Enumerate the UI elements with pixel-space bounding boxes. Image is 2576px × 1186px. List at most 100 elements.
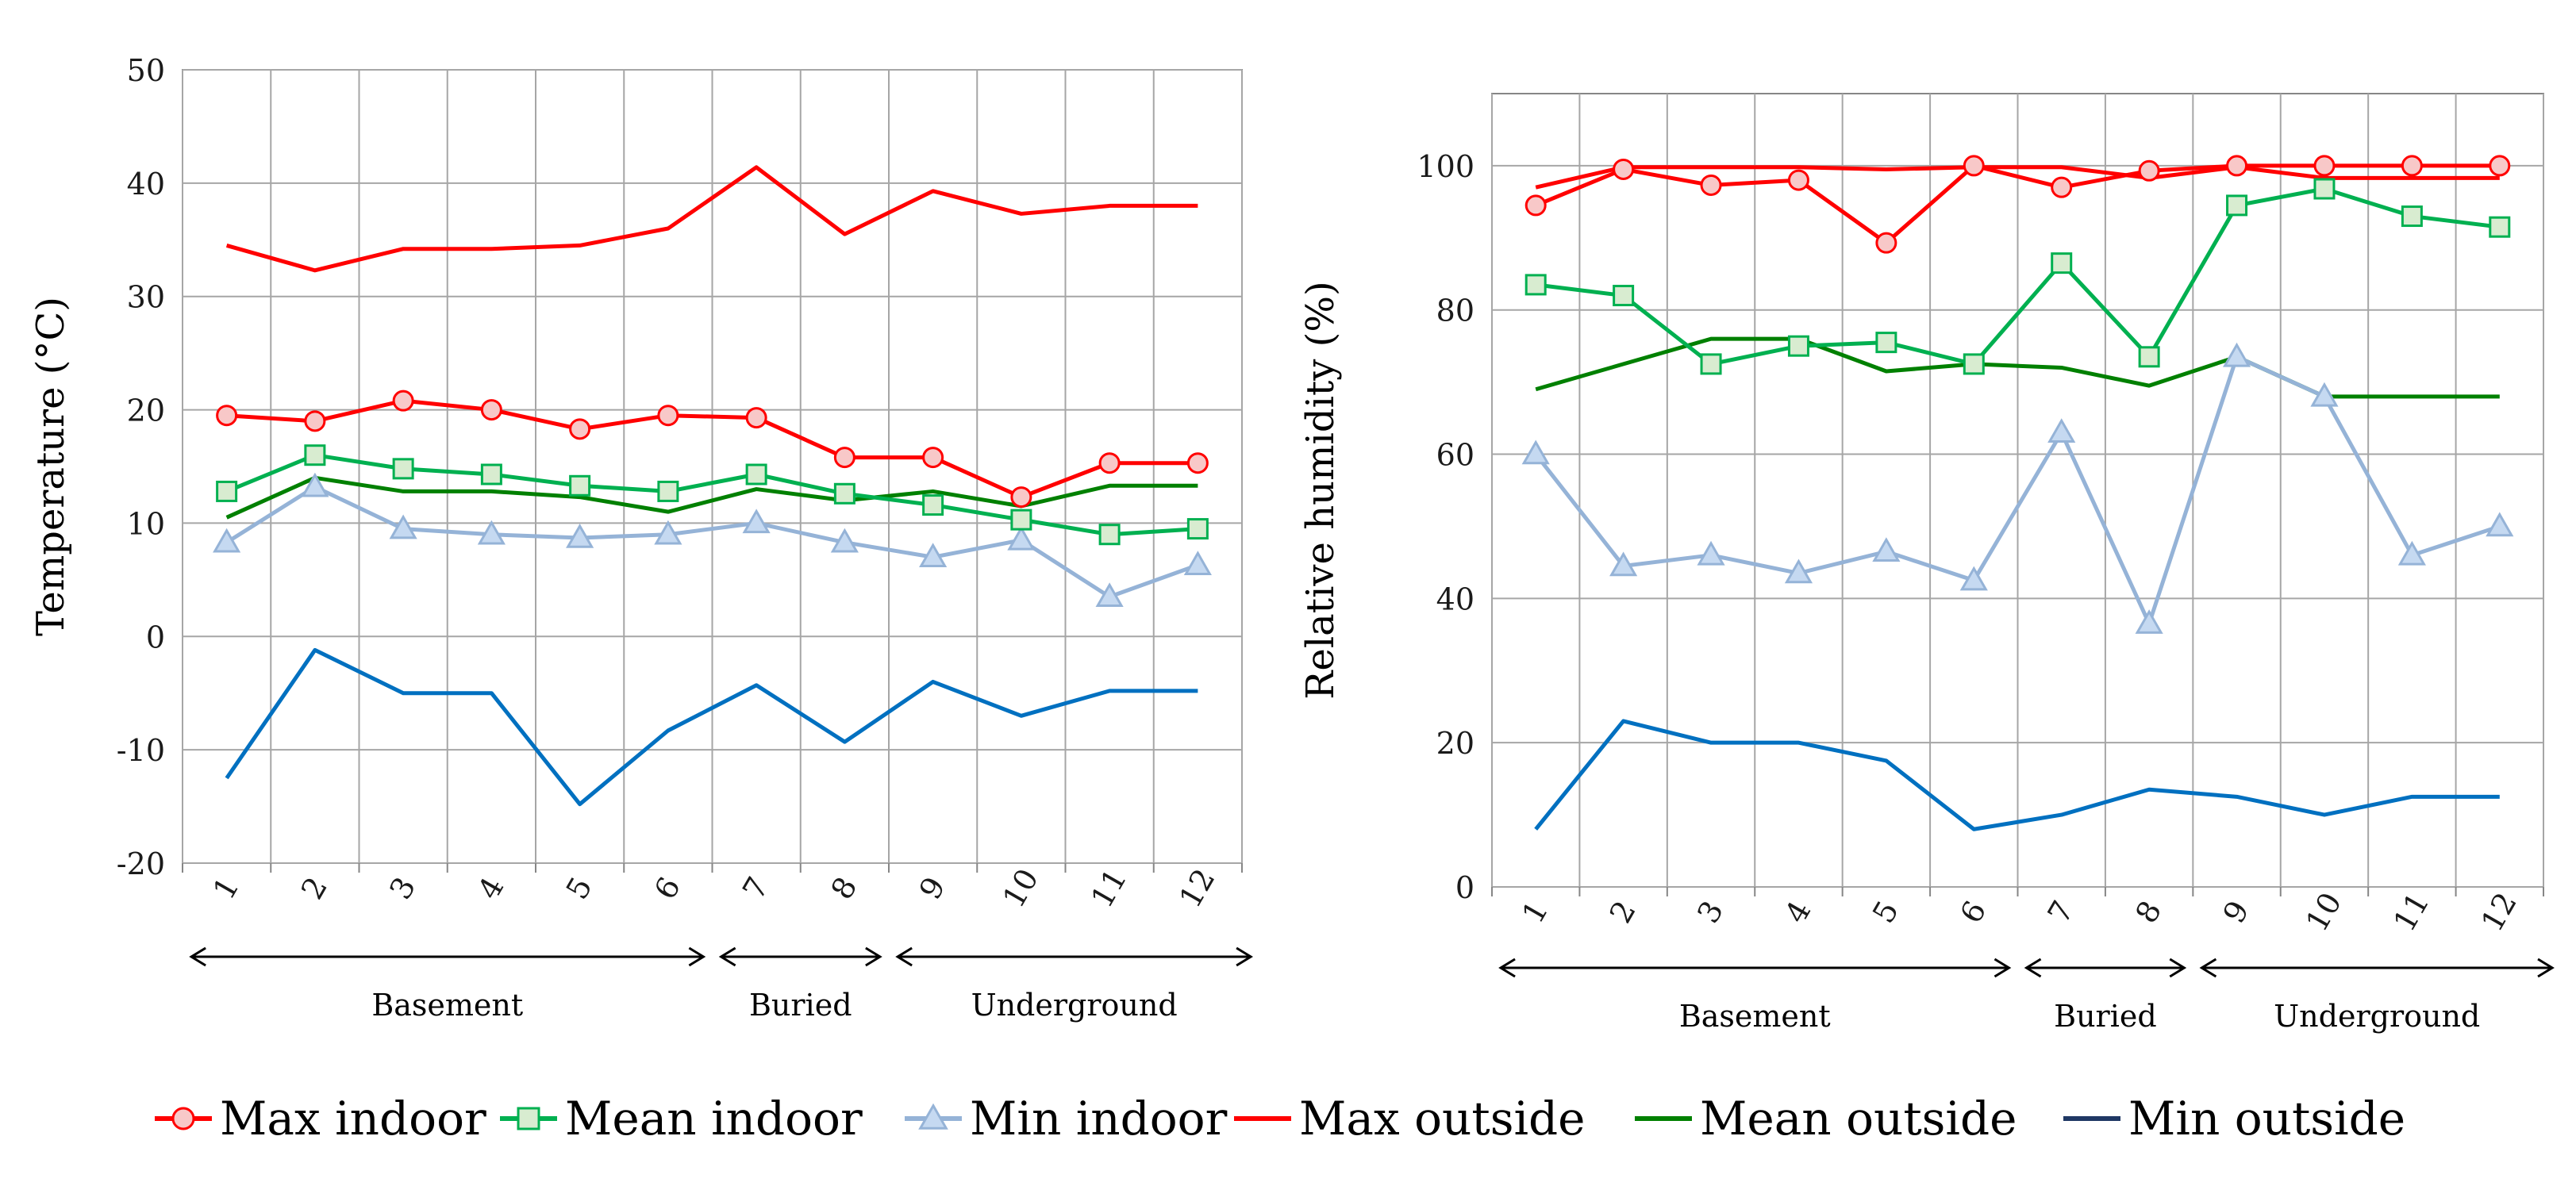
data-point [1784,558,1813,584]
data-point [213,528,241,553]
data-point [480,399,502,421]
legend-item: Max outside [1234,1092,1585,1146]
y-tick-label: 30 [127,280,165,315]
x-tick-label: 2 [294,871,334,905]
series-mean-indoor [1524,178,2511,375]
series-mean-indoor [216,444,1209,546]
data-point [919,543,948,568]
x-tick-label: 1 [1515,895,1555,929]
y-tick-label: 0 [1455,870,1474,905]
group-arrow-head-right [2169,958,2187,978]
data-point [1787,169,1809,191]
x-tick-label: 11 [1084,863,1133,914]
data-point [1098,452,1121,474]
x-tick-label: 1 [206,871,246,905]
series-max-outside [225,165,1198,273]
x-tick-label: 10 [996,863,1045,914]
data-point [1524,194,1547,217]
data-point [1613,158,1635,180]
y-tick-label: 100 [1417,149,1474,184]
series-max-indoor [1524,155,2511,254]
data-point [2401,205,2423,228]
series-line [225,475,1198,520]
x-tick-label: 9 [2217,895,2256,929]
data-point [389,514,417,539]
series-line [225,485,1199,599]
x-tick-label: 2 [1603,895,1643,929]
series-line [226,398,1198,500]
data-point [566,523,594,548]
data-point [2222,342,2251,367]
data-point [742,509,771,534]
data-point [1872,537,1901,562]
series-mean-outside [225,475,1198,520]
y-tick-label: 10 [127,506,165,541]
legend-marker [171,1107,195,1130]
legend: Max indoor Mean indoor Min indoor Max outsi… [155,1092,2405,1146]
legend-label: Min indoor [970,1092,1228,1146]
group-label: Underground [2274,999,2480,1034]
data-point [1787,335,1809,357]
series-line [1534,719,2500,831]
data-point [1963,353,1985,375]
group-label: Basement [1679,999,1831,1034]
x-tick-label: 7 [736,871,775,905]
data-point [922,494,944,516]
y-tick-label: 20 [1436,726,1474,761]
data-point [657,480,679,502]
group-arrow-head-left [189,946,206,967]
data-point [2397,540,2426,566]
data-point [2226,194,2248,217]
series-line [1535,336,2500,399]
series-line [1535,165,2500,190]
y-axis-label: Relative humidity (%) [1298,281,1343,699]
x-tick-label: 8 [2128,895,2168,929]
x-tick-label: 9 [913,871,952,905]
data-point [1875,232,1897,254]
group-arrow [718,946,882,967]
data-point [922,447,944,469]
data-point [2310,382,2339,407]
data-point [2226,155,2248,177]
group-label: Buried [749,988,852,1023]
x-tick-label: 5 [559,871,599,905]
series-line [1535,163,2500,245]
y-tick-label: 20 [127,393,165,428]
legend-item: Max indoor [155,1092,486,1146]
x-tick-label: 4 [471,871,510,905]
y-tick-label: 40 [127,167,165,202]
group-arrow-head-right [688,946,706,967]
data-point [1609,551,1638,577]
data-point [2135,609,2163,634]
series-line [1534,355,2501,626]
series-max-indoor [216,390,1209,509]
data-point [477,520,506,545]
legend-item: Min indoor [905,1092,1228,1146]
group-arrow-head-left [1498,958,1516,978]
data-point [304,410,326,432]
legend-label: Mean outside [1700,1092,2017,1146]
x-tick-label: 3 [383,871,422,905]
y-tick-label: 40 [1436,581,1474,616]
legend-item: Min outside [2063,1092,2405,1146]
data-point [2489,216,2511,238]
legend-item: Mean indoor [500,1092,863,1146]
data-point [1700,353,1722,375]
y-tick-label: 60 [1436,438,1474,473]
data-point [392,458,414,480]
legend-marker [918,1103,948,1130]
x-tick-label: 12 [2474,887,2524,938]
data-point [2401,155,2423,177]
x-tick-label: 3 [1690,895,1730,929]
data-point [1613,285,1635,307]
group-arrow-head-left [2024,958,2042,978]
y-tick-label: 50 [127,53,165,88]
y-tick-label: -10 [117,733,165,768]
series-line [1535,186,2501,367]
data-point [392,390,414,412]
group-arrow-head-right [1236,946,1254,967]
y-tick-label: 0 [146,620,165,654]
group-arrow [189,946,706,967]
series-min-outside [225,647,1198,807]
